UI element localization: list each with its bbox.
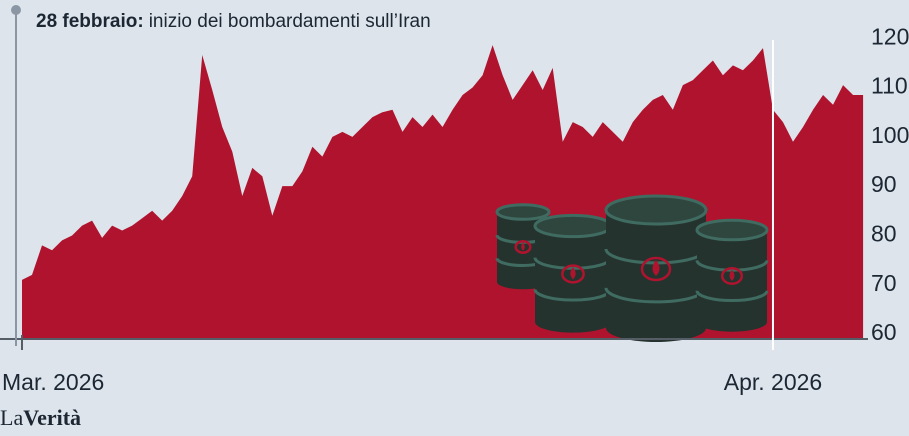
barrel-top <box>535 215 611 236</box>
x-tick-label: Apr. 2026 <box>724 369 822 395</box>
chart: 28 febbraio:inizio dei bombardamenti sul… <box>0 0 909 436</box>
y-tick-label: 60 <box>871 319 897 345</box>
barrel-top <box>606 196 706 224</box>
y-tick-label: 120 <box>871 23 909 49</box>
x-tick-label: Mar. 2026 <box>2 369 104 395</box>
y-tick-label: 100 <box>871 122 909 148</box>
annotation-text: inizio dei bombardamenti sull’Iran <box>149 11 431 32</box>
barrel-bottom <box>697 312 767 332</box>
y-tick-label: 110 <box>871 73 908 99</box>
barrel-bottom <box>606 314 706 342</box>
annotation: 28 febbraio:inizio dei bombardamenti sul… <box>36 11 431 32</box>
barrel-top <box>697 220 767 240</box>
brand-name: Verità <box>23 405 81 430</box>
y-tick-label: 80 <box>871 221 897 247</box>
brand: LaVerità <box>0 405 81 430</box>
annotation-date: 28 febbraio: <box>36 11 144 32</box>
barrel-top <box>497 205 549 220</box>
brand-prefix: La <box>0 405 23 430</box>
y-tick-label: 70 <box>871 270 897 296</box>
annotation-dot <box>11 5 21 15</box>
barrel-bottom <box>535 311 611 332</box>
y-tick-label: 90 <box>871 171 897 197</box>
